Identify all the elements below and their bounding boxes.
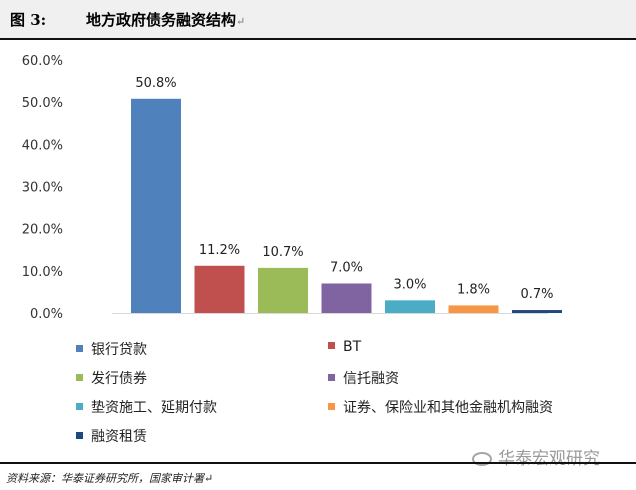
y-tick-label: 60.0% bbox=[22, 54, 63, 69]
y-tick-label: 50.0% bbox=[22, 96, 63, 111]
figure-header: 图 3: 地方政府债务融资结构↵ bbox=[0, 0, 636, 40]
bar-3 bbox=[258, 267, 308, 313]
bar-6 bbox=[448, 305, 499, 313]
y-tick-label: 40.0% bbox=[22, 138, 63, 153]
legend-label: 融资租赁 bbox=[91, 429, 147, 445]
legend-swatch bbox=[76, 402, 83, 410]
legend-swatch bbox=[76, 344, 83, 352]
legend-label: 信托融资 bbox=[343, 371, 399, 387]
bar-2 bbox=[194, 265, 245, 313]
wechat-icon bbox=[472, 452, 492, 466]
legend-item: 垫资施工、延期付款 bbox=[76, 397, 217, 417]
watermark-text: 华泰宏观研究 bbox=[498, 449, 600, 469]
data-label-1: 50.8% bbox=[135, 76, 176, 91]
legend-swatch bbox=[76, 373, 83, 381]
figure-title: 地方政府债务融资结构↵ bbox=[86, 9, 245, 30]
figure-title-text: 地方政府债务融资结构 bbox=[86, 11, 237, 29]
bar-7 bbox=[512, 310, 562, 313]
data-label-6: 1.8% bbox=[457, 282, 490, 297]
data-label-7: 0.7% bbox=[520, 287, 553, 302]
bar-chart: 0.0% 10.0% 20.0% 30.0% 40.0% 50.0% 60.0% 50.8% 1… bbox=[22, 54, 562, 322]
legend-item: 信托融资 bbox=[328, 368, 399, 388]
chart-legend: 银行贷款 BT 发行债券 信托融资垫资施工、延期付款 证券、保险业和其他金融机构融资融资… bbox=[76, 337, 636, 457]
legend-label: 发行债券 bbox=[91, 371, 147, 387]
legend-item: 证券、保险业和其他金融机构融资 bbox=[328, 397, 553, 417]
paragraph-mark: ↵ bbox=[236, 15, 246, 28]
data-label-5: 3.0% bbox=[393, 277, 426, 292]
data-label-2: 11.2% bbox=[199, 243, 240, 258]
bar-5 bbox=[385, 300, 435, 313]
bar-4 bbox=[321, 283, 372, 313]
legend-item: 银行贷款 bbox=[76, 339, 147, 359]
legend-label: BT bbox=[343, 339, 362, 355]
y-tick-label: 10.0% bbox=[22, 265, 63, 280]
y-tick-label: 30.0% bbox=[22, 181, 63, 196]
legend-label: 银行贷款 bbox=[91, 342, 147, 358]
y-tick-label: 20.0% bbox=[22, 223, 63, 238]
legend-label: 证券、保险业和其他金融机构融资 bbox=[343, 400, 553, 416]
source-note: 资料来源：华泰证券研究所，国家审计署↵ bbox=[6, 472, 214, 485]
figure-number: 图 3: bbox=[10, 11, 47, 29]
legend-swatch bbox=[76, 431, 83, 439]
watermark: 华泰宏观研究 bbox=[472, 444, 600, 469]
data-label-4: 7.0% bbox=[330, 260, 363, 275]
legend-swatch bbox=[328, 341, 335, 349]
legend-swatch bbox=[328, 402, 335, 410]
source-footer: 资料来源：华泰证券研究所，国家审计署↵ bbox=[0, 462, 636, 490]
legend-label: 垫资施工、延期付款 bbox=[91, 400, 217, 416]
legend-item: 融资租赁 bbox=[76, 426, 147, 446]
data-label-3: 10.7% bbox=[262, 245, 303, 260]
legend-item: BT bbox=[328, 339, 361, 355]
legend-item: 发行债券 bbox=[76, 368, 147, 388]
legend-swatch bbox=[328, 373, 335, 381]
bar-1 bbox=[131, 98, 181, 313]
y-tick-label: 0.0% bbox=[30, 307, 63, 322]
